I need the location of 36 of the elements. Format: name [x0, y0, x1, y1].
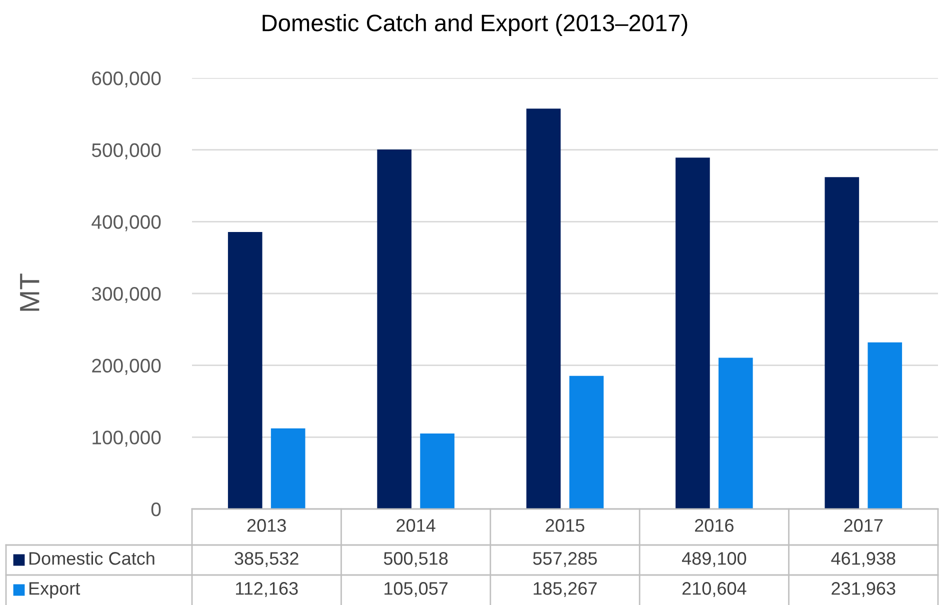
legend-label: Export [29, 582, 80, 598]
x-tick-label: 2013 [247, 519, 286, 532]
bar [377, 149, 412, 509]
data-label: 105,057 [384, 582, 448, 597]
chart-title: Domestic Catch and Export (2013–2017) [262, 14, 688, 36]
bar [420, 434, 454, 509]
legend-label: Domestic Catch [29, 552, 154, 565]
bar [270, 428, 306, 509]
data-label: 385,532 [234, 552, 298, 567]
y-tick-label: 100,000 [92, 430, 161, 447]
bar [228, 232, 262, 509]
y-tick-label: 0 [151, 502, 161, 516]
data-label: 557,285 [533, 552, 597, 567]
data-label: 112,163 [236, 582, 298, 597]
y-tick-label: 300,000 [92, 286, 161, 304]
bar [676, 158, 710, 509]
x-tick-label: 2017 [844, 519, 883, 532]
data-label: 500,518 [384, 552, 448, 567]
y-tick-label: 600,000 [92, 71, 161, 88]
x-tick-label: 2016 [695, 519, 734, 532]
bar [868, 342, 902, 509]
y-tick-label: 200,000 [92, 358, 161, 375]
y-tick-label: 400,000 [92, 215, 161, 232]
data-label: 461,938 [831, 552, 896, 567]
bar [718, 358, 753, 509]
y-tick-label: 500,000 [92, 143, 161, 160]
bar [569, 376, 604, 509]
data-label: 210,604 [682, 582, 746, 597]
x-tick-label: 2015 [546, 519, 584, 532]
bar [824, 177, 860, 509]
data-label: 489,100 [682, 552, 746, 567]
data-label: 231,963 [832, 582, 896, 597]
bar [526, 108, 561, 509]
data-label: 185,267 [534, 582, 597, 597]
x-tick-label: 2014 [396, 519, 436, 532]
y-axis-title: MT [20, 274, 40, 311]
